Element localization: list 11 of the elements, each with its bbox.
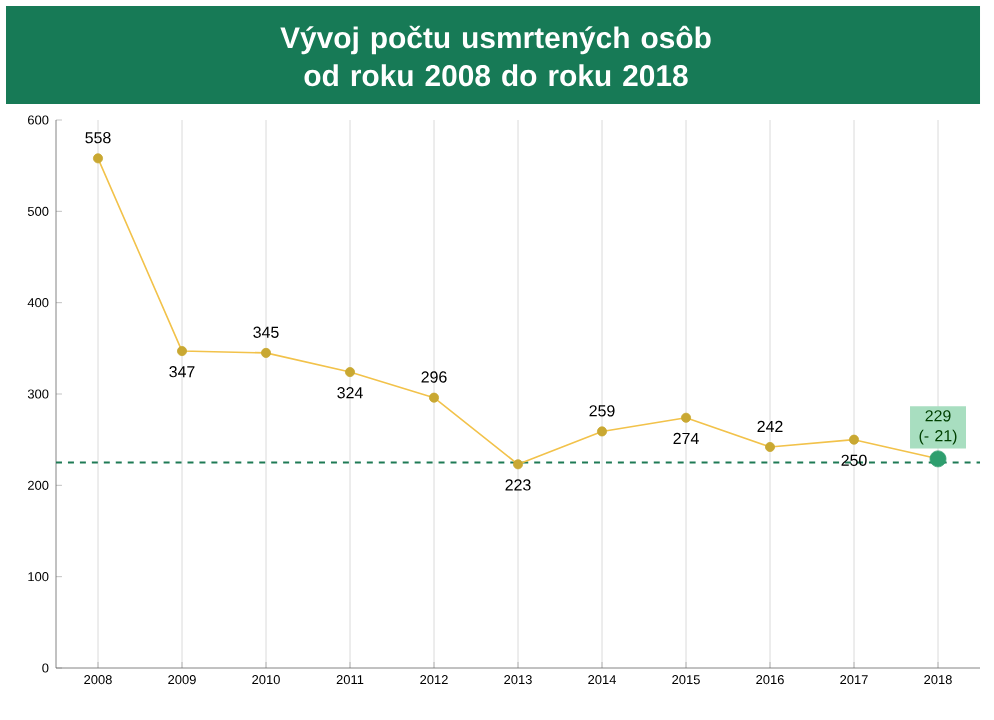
point (177, 346, 187, 357)
point (765, 441, 775, 452)
point (681, 412, 691, 423)
point (93, 153, 103, 164)
chart-title: Vývoj počtu usmrtených osôb od roku 2008 do roku 2018 (280, 25, 711, 87)
point (849, 434, 859, 445)
point (513, 459, 523, 470)
point (429, 392, 439, 403)
point (261, 347, 271, 358)
point (345, 367, 355, 378)
point (597, 426, 607, 437)
